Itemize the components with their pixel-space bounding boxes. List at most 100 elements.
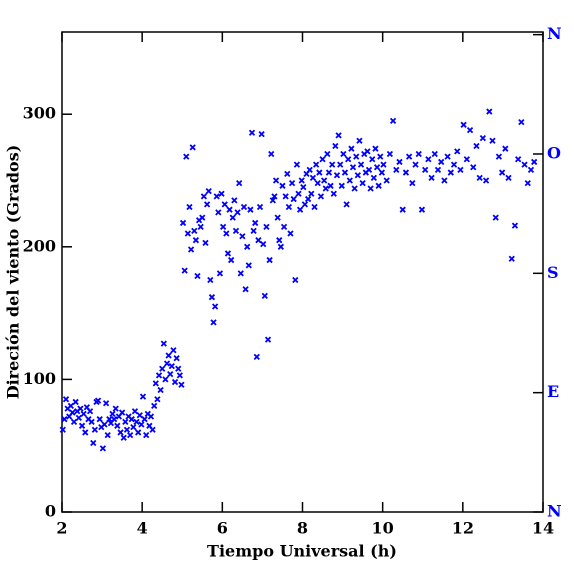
data-point (380, 161, 387, 168)
data-point (479, 134, 487, 142)
data-point (187, 246, 195, 253)
y2-tick-label: O (547, 143, 561, 162)
data-point (226, 206, 233, 213)
data-point (59, 426, 66, 433)
data-point (359, 180, 366, 187)
data-point (321, 177, 328, 184)
data-point (293, 161, 301, 168)
data-point (301, 201, 309, 208)
data-point (244, 243, 251, 250)
x-tick-label: 6 (217, 519, 228, 538)
y2-tick-label: S (547, 263, 559, 282)
data-point (194, 272, 201, 280)
data-point (454, 148, 461, 155)
y-axis-label: Direción del viento (Grados) (4, 145, 23, 400)
data-point (324, 150, 331, 158)
data-point (61, 416, 68, 423)
data-point (247, 206, 254, 213)
data-point (176, 372, 183, 379)
data-point (183, 153, 190, 160)
data-point (203, 201, 211, 208)
data-point (236, 180, 243, 187)
data-point (498, 169, 506, 176)
data-point (200, 193, 208, 200)
data-point (396, 158, 403, 166)
data-point (340, 150, 347, 158)
data-point (104, 431, 111, 439)
data-point (223, 230, 230, 237)
data-point (476, 174, 483, 181)
data-point (389, 117, 397, 124)
plot-frame (61, 31, 544, 513)
data-point (141, 416, 148, 423)
data-point (268, 150, 275, 158)
data-point (77, 405, 84, 412)
data-point (351, 185, 358, 192)
data-point (364, 148, 371, 155)
data-point (325, 169, 333, 176)
data-point (356, 137, 363, 144)
data-point (377, 153, 384, 160)
data-point (157, 386, 164, 394)
y-tick-label: 0 (45, 502, 56, 521)
data-point (295, 190, 302, 197)
data-point (101, 421, 108, 428)
data-point (285, 203, 293, 211)
x-tick-label: 14 (532, 519, 554, 538)
data-point (211, 303, 219, 310)
data-point (253, 353, 260, 360)
data-point (110, 416, 118, 423)
data-point (149, 426, 156, 433)
data-point (250, 227, 257, 235)
data-point (489, 137, 496, 144)
data-point (252, 219, 259, 227)
data-point (272, 177, 280, 184)
data-point (163, 360, 171, 367)
data-point (260, 241, 267, 248)
data-point (274, 214, 281, 221)
data-point (333, 172, 341, 179)
data-point (290, 195, 297, 203)
data-point (162, 376, 169, 383)
data-point (300, 184, 307, 191)
data-point (186, 203, 193, 211)
data-point (266, 256, 273, 264)
data-point (341, 169, 349, 176)
data-point (109, 410, 116, 418)
data-point (505, 174, 512, 181)
data-point (412, 161, 419, 168)
data-point (248, 129, 256, 136)
data-point (151, 402, 158, 410)
data-point (311, 203, 318, 211)
data-point (288, 180, 296, 187)
data-point (179, 219, 187, 227)
data-point (431, 150, 438, 158)
data-point (70, 418, 78, 425)
data-point (136, 412, 143, 419)
data-point (322, 185, 329, 192)
data-point (277, 243, 284, 250)
data-point (271, 193, 278, 200)
data-point (470, 164, 477, 171)
data-point (216, 270, 224, 277)
data-point (463, 156, 470, 163)
data-point (372, 145, 379, 152)
data-point (167, 370, 174, 378)
data-point (245, 262, 252, 269)
data-point (154, 396, 161, 403)
data-point (304, 195, 312, 203)
data-point (258, 130, 265, 138)
data-point (287, 230, 294, 237)
data-point (263, 223, 270, 231)
data-point (86, 408, 94, 415)
data-point (219, 223, 227, 231)
data-point (213, 193, 220, 200)
data-point (357, 161, 365, 168)
data-point (133, 418, 140, 425)
data-point (231, 197, 238, 204)
data-point (221, 201, 228, 208)
data-point (135, 429, 142, 436)
x-tick-label: 10 (372, 519, 394, 538)
data-point (473, 142, 480, 150)
